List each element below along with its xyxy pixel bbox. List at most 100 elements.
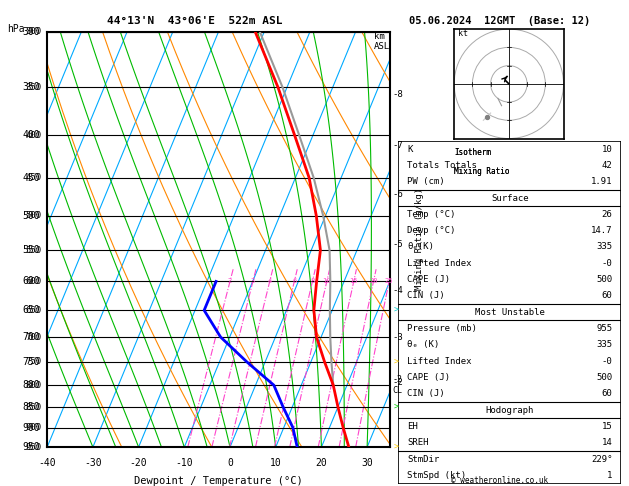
Text: PW (cm): PW (cm): [407, 177, 445, 186]
Text: Isotherm: Isotherm: [454, 148, 491, 157]
Text: 300: 300: [26, 27, 42, 36]
Text: 700: 700: [22, 332, 40, 342]
Text: Dry Adiabat: Dry Adiabat: [454, 108, 505, 118]
Text: -0: -0: [602, 357, 613, 365]
Text: 335: 335: [596, 243, 613, 251]
Text: -0: -0: [602, 259, 613, 268]
Text: 700: 700: [26, 332, 42, 342]
Text: 42: 42: [602, 161, 613, 170]
Text: 500: 500: [26, 211, 42, 220]
Text: 20: 20: [316, 457, 327, 468]
Text: hPa: hPa: [8, 24, 25, 35]
Text: K: K: [407, 145, 413, 154]
Text: 400: 400: [22, 130, 40, 140]
Text: -8: -8: [392, 90, 403, 99]
Text: 550: 550: [26, 245, 42, 255]
Text: StmDir: StmDir: [407, 454, 439, 464]
Text: 6: 6: [292, 278, 296, 284]
Text: Most Unstable: Most Unstable: [475, 308, 545, 317]
Text: 400: 400: [26, 131, 42, 140]
Text: 10: 10: [323, 278, 331, 284]
Bar: [425, 32, 574, 192]
Text: 750: 750: [26, 357, 42, 366]
Text: 25: 25: [385, 278, 393, 284]
Text: Temp (°C): Temp (°C): [407, 210, 455, 219]
Text: 500: 500: [596, 275, 613, 284]
Text: -7: -7: [392, 140, 403, 150]
Text: 44°13'N  43°06'E  522m ASL: 44°13'N 43°06'E 522m ASL: [107, 16, 283, 26]
Text: 335: 335: [596, 340, 613, 349]
Text: >: >: [393, 443, 398, 451]
Text: Mixing Ratio: Mixing Ratio: [454, 167, 509, 176]
Text: CAPE (J): CAPE (J): [407, 275, 450, 284]
Text: 8: 8: [310, 278, 314, 284]
Text: Wet Adiabat: Wet Adiabat: [454, 129, 505, 138]
Text: 1: 1: [607, 471, 613, 480]
Text: θₑ (K): θₑ (K): [407, 340, 439, 349]
Text: 500: 500: [596, 373, 613, 382]
Text: 3: 3: [251, 278, 255, 284]
Text: 60: 60: [602, 292, 613, 300]
Text: >: >: [393, 402, 398, 412]
Text: CAPE (J): CAPE (J): [407, 373, 450, 382]
Text: θₑ(K): θₑ(K): [407, 243, 434, 251]
Text: -5: -5: [392, 240, 403, 249]
Text: © weatheronline.co.uk: © weatheronline.co.uk: [452, 476, 548, 485]
Text: 30: 30: [361, 457, 373, 468]
Text: 0: 0: [227, 457, 233, 468]
Text: Hodograph: Hodograph: [486, 406, 534, 415]
Text: 900: 900: [22, 423, 40, 433]
Text: Isotherm: Isotherm: [454, 148, 491, 157]
Text: Wet Adiabat: Wet Adiabat: [454, 129, 505, 138]
Text: 14: 14: [602, 438, 613, 447]
Text: Dewpoint: Dewpoint: [454, 64, 491, 72]
Text: 955: 955: [596, 324, 613, 333]
Text: >: >: [393, 357, 398, 366]
Text: Temperature: Temperature: [454, 39, 505, 48]
Text: 229°: 229°: [591, 454, 613, 464]
Text: Temperature: Temperature: [454, 39, 505, 48]
Text: 850: 850: [22, 402, 40, 412]
Text: -20: -20: [130, 457, 147, 468]
Text: 20: 20: [369, 278, 378, 284]
Text: Parcel Trajectory: Parcel Trajectory: [454, 87, 533, 96]
Text: SREH: SREH: [407, 438, 428, 447]
Text: 650: 650: [22, 305, 40, 315]
Text: Totals Totals: Totals Totals: [407, 161, 477, 170]
Text: -4: -4: [392, 286, 403, 295]
Text: Parcel Trajectory: Parcel Trajectory: [454, 87, 533, 96]
Text: 600: 600: [26, 277, 42, 286]
Text: 10: 10: [270, 457, 282, 468]
Text: 800: 800: [22, 380, 40, 390]
Text: 05.06.2024  12GMT  (Base: 12): 05.06.2024 12GMT (Base: 12): [409, 16, 591, 26]
Text: 4: 4: [267, 278, 272, 284]
Text: Dry Adiabat: Dry Adiabat: [454, 108, 505, 118]
Text: 2: 2: [228, 278, 232, 284]
Text: km
ASL: km ASL: [374, 32, 391, 51]
Text: 10: 10: [602, 145, 613, 154]
Text: 600: 600: [22, 277, 40, 286]
Point: [482, 113, 492, 121]
Text: 900: 900: [26, 423, 42, 432]
Text: -2
CL: -2 CL: [392, 376, 403, 395]
Text: kt: kt: [458, 30, 468, 38]
Text: 500: 500: [22, 211, 40, 221]
Text: 550: 550: [22, 245, 40, 255]
Text: -30: -30: [84, 457, 102, 468]
Text: Mixing Ratio (g/kg): Mixing Ratio (g/kg): [415, 188, 423, 291]
Text: 15: 15: [602, 422, 613, 431]
Text: Lifted Index: Lifted Index: [407, 357, 472, 365]
Text: 850: 850: [26, 402, 42, 412]
Text: 750: 750: [22, 357, 40, 367]
Text: -2: -2: [392, 379, 403, 387]
Text: EH: EH: [407, 422, 418, 431]
Text: CIN (J): CIN (J): [407, 292, 445, 300]
Text: 26: 26: [602, 210, 613, 219]
Text: Dewp (°C): Dewp (°C): [407, 226, 455, 235]
Text: >: >: [393, 306, 398, 315]
Text: 650: 650: [26, 306, 42, 315]
Text: 450: 450: [22, 173, 40, 183]
Text: -10: -10: [175, 457, 193, 468]
Text: CIN (J): CIN (J): [407, 389, 445, 399]
Text: 1.91: 1.91: [591, 177, 613, 186]
